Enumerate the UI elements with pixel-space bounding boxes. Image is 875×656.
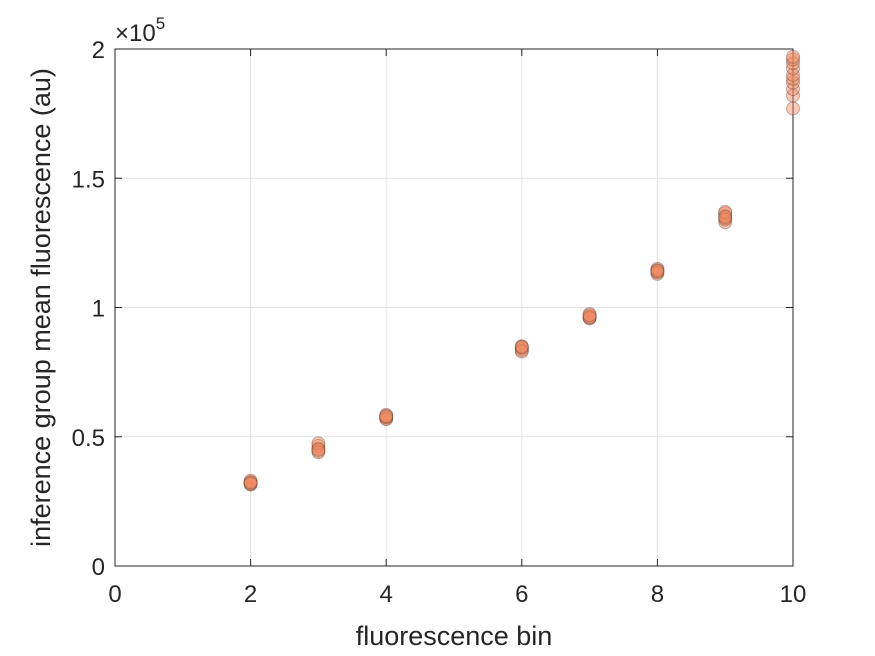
data-point [718,210,733,224]
data-point [311,442,326,457]
data-point [514,340,529,355]
data-point [582,310,597,325]
data-point [311,441,326,456]
axis-ticks [114,48,794,567]
data-point [514,339,529,354]
data-point [243,475,258,490]
data-point [582,309,597,324]
data-point [243,476,258,491]
y-exponent-label: ×105 [115,14,165,47]
y-axis-label: inference group mean fluorescence (au) [26,68,56,547]
data-point [582,308,597,323]
x-tick-label: 10 [780,581,807,608]
data-point [514,343,529,358]
data-point [650,261,665,276]
data-point [786,71,800,86]
data-point [718,206,733,221]
data-point [243,477,258,492]
x-tick-label: 6 [515,581,528,608]
data-point [786,56,800,71]
data-point [582,311,597,326]
data-point [379,410,394,425]
y-tick-label: 0.5 [72,425,105,452]
data-point [379,412,394,427]
x-tick-label: 8 [651,581,664,608]
data-points [243,49,800,492]
y-tick-label: 2 [92,37,105,64]
data-point [786,82,800,96]
y-exponent-power: 5 [156,14,165,33]
data-point [582,310,597,325]
data-point [650,266,665,281]
x-axis-label: fluorescence bin [356,621,553,651]
y-exponent-base: ×10 [115,20,156,47]
data-point [514,344,529,359]
data-point [718,208,733,223]
data-point [243,476,258,491]
data-point [786,75,800,90]
data-point [243,473,258,488]
data-point [718,204,733,219]
data-point [311,445,326,460]
data-point [786,101,800,116]
data-point [379,409,394,424]
data-point [718,215,733,230]
data-point [311,438,326,453]
y-tick-label: 0 [92,554,105,581]
data-point [379,411,394,426]
x-tick-label: 0 [108,581,121,608]
data-point [650,265,665,280]
data-point [650,263,665,278]
data-point [379,407,394,422]
x-tick-label: 4 [380,581,393,608]
data-point [582,307,597,321]
data-point [786,52,800,67]
data-point [786,88,800,103]
data-point [786,49,800,64]
data-point [311,444,326,458]
data-point [786,61,800,76]
data-point [786,67,800,82]
data-point [650,263,665,277]
y-tick-label: 1 [92,296,105,323]
data-point [718,212,733,227]
data-point [514,341,529,356]
tick-labels: 0 2 4 6 8 10 0 0.5 1 1.5 2 [72,37,807,608]
data-point [650,264,665,279]
data-point [311,436,326,451]
data-point [718,211,733,226]
data-point [514,339,529,354]
x-tick-label: 2 [244,581,257,608]
data-point [379,409,394,423]
y-tick-label: 1.5 [72,166,105,193]
data-point [243,475,258,489]
